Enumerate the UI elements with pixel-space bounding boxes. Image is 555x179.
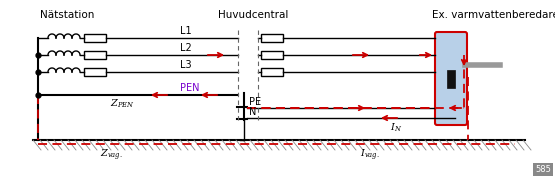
Bar — [261, 51, 283, 59]
Text: $I_{vag.}$: $I_{vag.}$ — [360, 148, 380, 163]
Bar — [447, 69, 455, 88]
Text: Ex. varmvattenberedare: Ex. varmvattenberedare — [432, 10, 555, 20]
Text: 585: 585 — [535, 165, 551, 174]
Text: L1: L1 — [180, 26, 191, 36]
Text: $Z_{vag.}$: $Z_{vag.}$ — [100, 148, 123, 163]
Text: L3: L3 — [180, 60, 191, 70]
Text: PEN: PEN — [180, 83, 199, 93]
Bar — [84, 51, 106, 59]
Text: PE: PE — [249, 97, 261, 107]
Bar — [84, 68, 106, 76]
Text: $I_N$: $I_N$ — [390, 121, 402, 134]
Text: N: N — [249, 107, 256, 117]
Bar — [261, 34, 283, 42]
FancyBboxPatch shape — [435, 32, 467, 125]
Bar — [261, 68, 283, 76]
Text: Huvudcentral: Huvudcentral — [218, 10, 289, 20]
Text: $Z_{PEN}$: $Z_{PEN}$ — [110, 98, 135, 110]
Bar — [84, 34, 106, 42]
Text: L2: L2 — [180, 43, 191, 53]
Text: Nätstation: Nätstation — [40, 10, 94, 20]
